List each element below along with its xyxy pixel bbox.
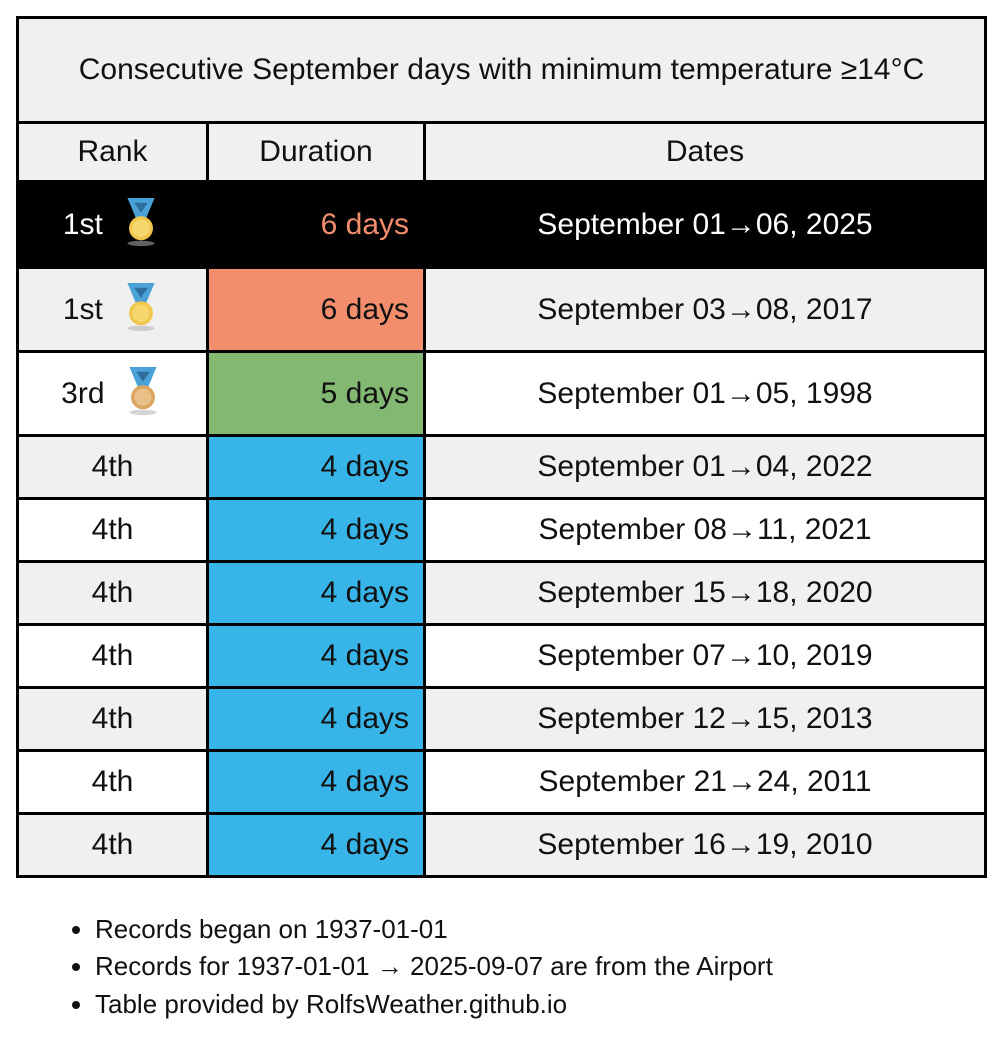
duration-cell: 6 days	[206, 266, 426, 353]
dates-cell: September 07→10, 2019	[422, 623, 988, 689]
rank-cell: 4th	[16, 749, 209, 815]
dates-cell: September 21→24, 2011	[422, 749, 988, 815]
duration-cell: 4 days	[206, 812, 426, 878]
dates-cell: September 01→04, 2022	[422, 434, 988, 500]
table-row: 4th 4 days September 12→15, 2013	[16, 686, 988, 752]
duration-cell: 4 days	[206, 623, 426, 689]
duration-cell: 4 days	[206, 497, 426, 563]
rank-cell: 1st	[16, 266, 209, 353]
rank-cell: 4th	[16, 812, 209, 878]
dates-cell: September 03→08, 2017	[422, 266, 988, 353]
rank-cell: 4th	[16, 497, 209, 563]
duration-cell: 6 days	[206, 180, 426, 269]
rank-cell: 4th	[16, 560, 209, 626]
table-row-current-record: 1st 6 days September 01→06, 2025	[16, 180, 988, 269]
bronze-medal-icon	[129, 366, 157, 415]
table-row: 3rd 5 days September 01→05, 1998	[16, 350, 988, 437]
dates-cell: September 01→05, 1998	[422, 350, 988, 437]
table-title-text: Consecutive September days with minimum …	[78, 53, 925, 87]
rank-label: 1st	[62, 292, 103, 326]
dates-cell: September 01→06, 2025	[422, 180, 988, 269]
table-title: Consecutive September days with minimum …	[15, 16, 988, 124]
rank-cell: 3rd	[16, 350, 209, 437]
column-header-rank: Rank	[16, 121, 209, 183]
column-header-duration: Duration	[206, 121, 426, 183]
footnotes: Records began on 1937-01-01 Records for …	[0, 912, 773, 1024]
duration-cell: 4 days	[206, 686, 426, 752]
dates-cell: September 15→18, 2020	[422, 560, 988, 626]
table-row: 4th 4 days September 08→11, 2021	[16, 497, 988, 563]
header-row: Rank Duration Dates	[16, 121, 988, 183]
duration-cell: 4 days	[206, 749, 426, 815]
footnote-provided-by: Table provided by RolfsWeather.github.io	[95, 987, 773, 1021]
table-row: 4th 4 days September 15→18, 2020	[16, 560, 988, 626]
gold-medal-icon	[127, 197, 155, 246]
column-header-dates: Dates	[422, 121, 988, 183]
table-row: 4th 4 days September 01→04, 2022	[16, 434, 988, 500]
dates-cell: September 08→11, 2021	[422, 497, 988, 563]
records-table: Consecutive September days with minimum …	[15, 16, 988, 878]
rank-cell: 1st	[16, 180, 209, 269]
rank-label: 3rd	[61, 376, 105, 410]
duration-cell: 4 days	[206, 434, 426, 500]
rank-cell: 4th	[16, 686, 209, 752]
rank-cell: 4th	[16, 434, 209, 500]
table-row: 4th 4 days September 07→10, 2019	[16, 623, 988, 689]
table-row: 1st 6 days September 03→08, 2017	[16, 266, 988, 353]
rank-cell: 4th	[16, 623, 209, 689]
title-row: Consecutive September days with minimum …	[15, 16, 988, 124]
rank-label: 1st	[62, 207, 103, 241]
table-row: 4th 4 days September 16→19, 2010	[16, 812, 988, 878]
footnote-records-began: Records began on 1937-01-01	[95, 912, 773, 946]
dates-cell: September 16→19, 2010	[422, 812, 988, 878]
duration-cell: 5 days	[206, 350, 426, 437]
dates-cell: September 12→15, 2013	[422, 686, 988, 752]
footnote-records-source: Records for 1937-01-01 → 2025-09-07 are …	[95, 949, 773, 983]
table-row: 4th 4 days September 21→24, 2011	[16, 749, 988, 815]
gold-medal-icon	[127, 282, 155, 331]
duration-cell: 4 days	[206, 560, 426, 626]
